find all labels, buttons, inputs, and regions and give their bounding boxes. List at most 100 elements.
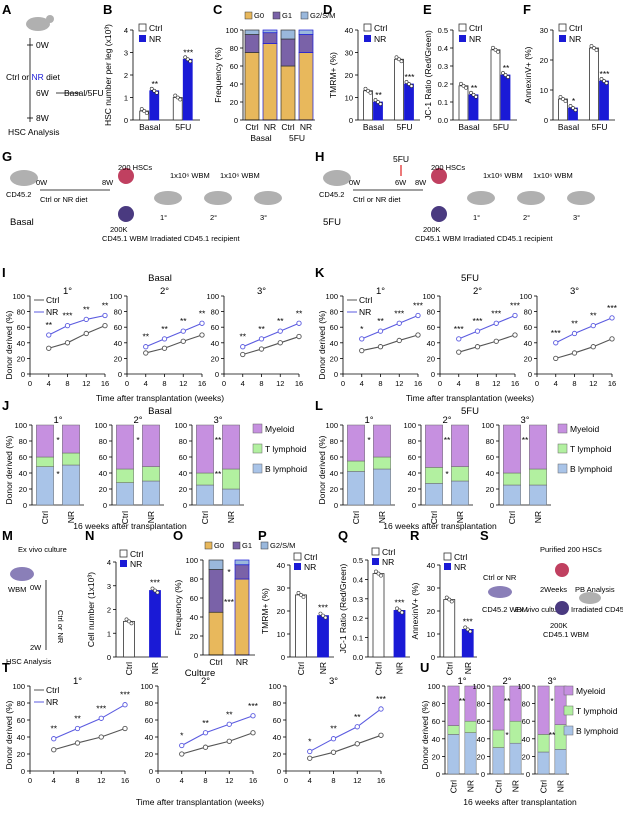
round-2: 2° xyxy=(210,213,217,222)
panel-b-x-tick-label: Basal xyxy=(139,122,160,132)
panel-k-sub-title: 3° xyxy=(570,286,579,297)
panel-t-sub2-y-tick-label: 40 xyxy=(145,733,153,742)
panel-j-segment-t-lymphoid xyxy=(196,472,214,486)
panel-j-x-tick-label: NR xyxy=(146,511,156,523)
panel-r-ylabel: AnnexinV+ (%) xyxy=(410,582,420,639)
panel-n-y-tick-label: 1 xyxy=(107,629,111,638)
panel-b-y-tick-label: 1 xyxy=(124,94,128,103)
panel-r-y-tick-label: 0 xyxy=(431,653,435,662)
panel-r-legend-nr-swatch xyxy=(444,563,451,570)
panel-c-y-tick-label: 60 xyxy=(230,62,238,71)
panel-l-segment-t-lymphoid xyxy=(347,460,365,472)
timeline-8w: 8W xyxy=(36,113,49,123)
wbm-transfer-2: 1x10⁶ WBM xyxy=(220,171,260,180)
panel-d-point xyxy=(378,102,383,106)
panel-i-sub2-y-tick-label: 40 xyxy=(114,339,122,348)
panel-b-legend-nr-swatch xyxy=(139,35,146,42)
panel-k-significance: ** xyxy=(590,311,597,321)
panel-t-significance: ** xyxy=(330,724,337,734)
panel-c-legend-label: G2/S/M xyxy=(310,11,335,20)
panel-i-significance: ** xyxy=(45,320,52,330)
panel-n-point xyxy=(150,586,155,591)
panel-k-point-nr xyxy=(396,320,402,326)
u-legend-myeloid: Myeloid xyxy=(576,686,606,696)
panel-s-schema: Purified 200 HSCs Ctrl or NR CD45.2 WBM … xyxy=(482,545,623,639)
panel-i-point-nr xyxy=(46,332,52,338)
panel-c-x-tick-label: Ctrl xyxy=(281,122,294,132)
panel-t-x-tick-label: 16 xyxy=(121,776,129,785)
panel-n-legend-ctrl-swatch xyxy=(119,549,128,558)
panel-j-sub1-y-tick-label: 100 xyxy=(14,421,27,430)
panel-b-point xyxy=(144,111,149,115)
panel-c-group-label: 5FU xyxy=(289,133,305,143)
panel-j-sub3-y-tick-label: 80 xyxy=(179,437,187,446)
panel-u-x-tick-label: NR xyxy=(511,780,521,792)
panel-u-sub1-y-tick-label: 80 xyxy=(432,700,440,709)
timeline-0w: 0W xyxy=(30,583,42,592)
panel-k-sub3-y-tick-label: 0 xyxy=(528,370,532,379)
panel-p-y-tick-label: 30 xyxy=(277,584,285,593)
panel-l-ylabel: Donor derived (%) xyxy=(317,435,327,504)
panel-f-point xyxy=(604,81,609,85)
panel-letter-j: J xyxy=(2,398,9,413)
panel-t-significance: *** xyxy=(120,690,131,700)
panel-l-segment-myeloid xyxy=(425,424,443,468)
hsc-cluster-icon xyxy=(118,168,134,184)
panel-r-point xyxy=(444,595,449,600)
panel-u-significance: * xyxy=(505,730,509,740)
panel-t-sub2-y-tick-label: 20 xyxy=(145,750,153,759)
panel-i-sub1-y-tick-label: 80 xyxy=(17,308,25,317)
panel-p-legend-nr-swatch xyxy=(294,563,301,570)
panel-q-point xyxy=(400,610,404,615)
panel-letter-o: O xyxy=(173,528,183,543)
panel-e-x-tick-label: 5FU xyxy=(493,122,509,132)
panel-q-point xyxy=(374,569,378,574)
panel-o-y-tick-label: 80 xyxy=(190,575,198,584)
panel-k-sub3-y-tick-label: 80 xyxy=(524,308,532,317)
panel-q-ylabel: JC-1 Ratio (Red/Green) xyxy=(338,563,348,653)
panel-t-significance: ** xyxy=(202,718,209,728)
panel-u-segment-myeloid xyxy=(537,685,550,735)
l-legend-b: B lymphoid xyxy=(570,464,612,474)
panel-u-significance: * xyxy=(550,696,554,706)
panel-f-y-tick-label: 10 xyxy=(540,86,548,95)
panel-k-point-ctrl xyxy=(377,344,384,350)
panel-e-point xyxy=(464,85,468,90)
panel-n-bar-nr xyxy=(149,590,161,658)
panel-e-chart: 0.0 0.1 0.2 0.3 0.4 0.5 JC-1 Ratio (Red/Green)… xyxy=(423,23,517,132)
panel-f-point xyxy=(592,46,596,50)
panel-l-segment-t-lymphoid xyxy=(373,456,391,470)
panel-k-sub-title: 2° xyxy=(473,286,482,297)
panel-t-point-nr xyxy=(354,724,360,730)
panel-t-point-nr xyxy=(122,702,128,708)
panel-d-bar-ctrl xyxy=(394,58,404,121)
panel-u-segment-t-lymphoid xyxy=(537,734,550,753)
timeline-8w: 8W xyxy=(415,178,427,187)
panel-o-segment-g2-s-m xyxy=(234,559,250,566)
panel-l-xlabel: 16 weeks after transplantation xyxy=(383,521,497,531)
timeline-0w: 0W xyxy=(36,40,49,50)
panel-u-segment-b-lymphoid xyxy=(492,747,505,775)
panel-o-legend-swatch xyxy=(204,541,213,550)
panel-b-x-tick-label: 5FU xyxy=(175,122,191,132)
wbm-transfer-2: 1x10⁶ WBM xyxy=(533,171,573,180)
panel-j-sub2-y-tick-label: 40 xyxy=(99,469,107,478)
panel-n-y-tick-label: 3 xyxy=(107,582,111,591)
panel-t-sub3-y-tick-label: 20 xyxy=(273,750,281,759)
panel-c-y-tick-label: 0 xyxy=(234,116,238,125)
panel-d-point xyxy=(373,98,378,102)
panel-u-sub2-y-tick-label: 80 xyxy=(477,700,485,709)
panel-j-significance: ** xyxy=(215,435,222,445)
panel-a-timeline: 0W Ctrl or NR diet 6W Basal/5FU 8W HSC A… xyxy=(6,15,104,137)
panel-j-segment-b-lymphoid xyxy=(36,466,54,506)
panel-p-point xyxy=(321,613,325,618)
panel-k-ylabel: Donor derived (%) xyxy=(317,310,327,379)
panel-c-segment-g2-s-m xyxy=(244,29,260,35)
panel-t-sub-title: 3° xyxy=(329,676,338,687)
panel-d-point xyxy=(394,55,399,60)
panel-t-sub3-y-tick-label: 100 xyxy=(268,682,281,691)
panel-i-x-tick-label: 12 xyxy=(82,379,90,388)
panel-i-sub-title: 1° xyxy=(63,286,72,297)
panel-q-legend-ctrl-swatch xyxy=(371,547,380,556)
